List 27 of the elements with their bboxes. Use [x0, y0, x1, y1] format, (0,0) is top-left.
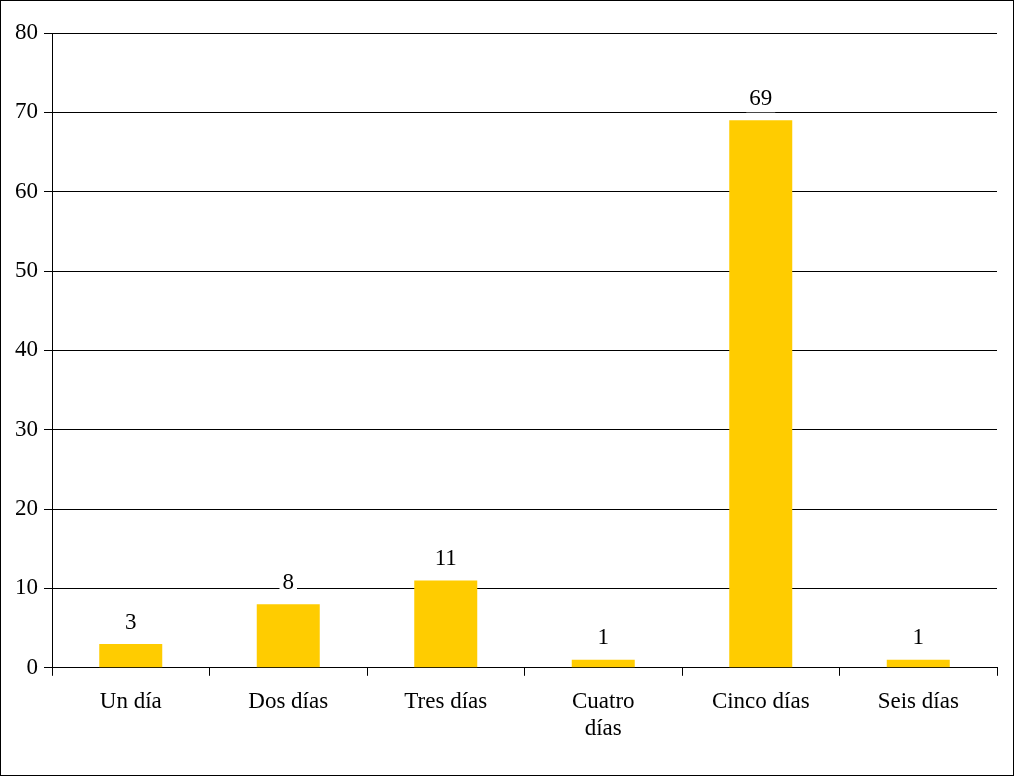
bar: [886, 659, 950, 668]
bar: [414, 580, 478, 668]
y-tick-label: 0: [26, 653, 38, 679]
data-label: 11: [434, 545, 457, 571]
data-label: 8: [282, 568, 294, 594]
data-label: 1: [912, 624, 924, 650]
x-tick-label: Dos días: [248, 687, 329, 713]
bar: [571, 659, 635, 668]
x-tick-label: Un día: [99, 687, 162, 713]
data-label: 3: [125, 608, 137, 634]
x-tick-label: Cinco días: [711, 687, 810, 713]
y-tick-label: 80: [15, 19, 38, 45]
bar: [256, 604, 320, 668]
y-tick-label: 70: [15, 98, 38, 124]
y-tick-label: 20: [15, 495, 38, 521]
y-tick-label: 50: [15, 257, 38, 283]
x-tick-label: Cuatro días: [571, 687, 635, 741]
x-tick-label: Seis días: [877, 687, 959, 713]
x-tick-label: Tres días: [404, 687, 488, 713]
y-tick-label: 60: [15, 177, 38, 203]
bar: [729, 120, 793, 668]
bar: [99, 644, 163, 668]
data-label: 69: [749, 84, 773, 110]
y-tick-label: 10: [15, 574, 38, 600]
y-tick-label: 40: [15, 336, 38, 362]
y-tick-label: 30: [15, 415, 38, 441]
data-label: 1: [597, 624, 609, 650]
